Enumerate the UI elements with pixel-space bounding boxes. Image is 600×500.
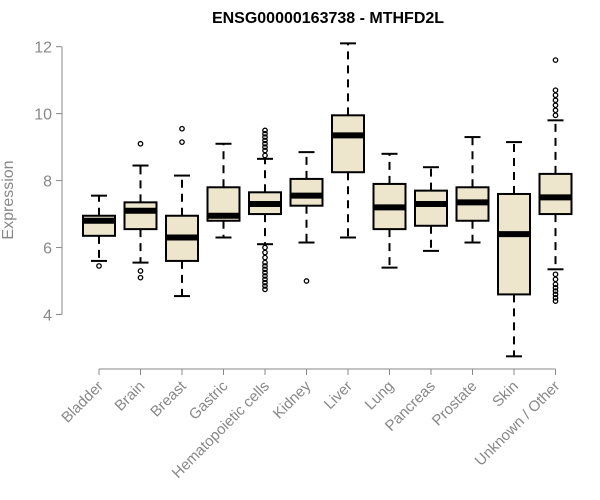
- y-tick-label: 12: [34, 40, 52, 57]
- outlier-point: [262, 127, 268, 134]
- outlier-point: [137, 268, 144, 274]
- outlier-point: [262, 276, 268, 283]
- box-lung: [372, 152, 407, 269]
- outlier-point: [262, 147, 268, 154]
- y-tick-label: 10: [34, 107, 52, 124]
- box-iqr: [414, 189, 448, 227]
- box-hematopoietic-cells: [248, 127, 282, 293]
- x-tick-label: Brain: [112, 378, 149, 415]
- outlier-point: [552, 276, 559, 283]
- box-iqr: [538, 172, 573, 216]
- outlier-point: [262, 130, 268, 137]
- box-iqr: [497, 192, 531, 296]
- outlier-point: [552, 97, 559, 104]
- outlier-point: [262, 263, 268, 269]
- outlier-point: [552, 57, 559, 63]
- x-tick-label: Kidney: [270, 377, 315, 422]
- box-prostate: [455, 136, 490, 244]
- y-tick-label: 4: [43, 307, 52, 324]
- outlier-point: [179, 125, 185, 132]
- outlier-point: [262, 137, 268, 144]
- chart-title: ENSG00000163738 - MTHFD2L: [212, 10, 444, 27]
- outlier-point: [262, 254, 268, 261]
- box-bladder: [82, 194, 116, 269]
- outlier-point: [552, 288, 559, 294]
- x-tick-label: Prostate: [429, 378, 481, 430]
- outlier-point: [552, 271, 559, 278]
- box-unknown-other: [538, 57, 573, 304]
- box-gastric: [206, 142, 241, 239]
- outlier-point: [262, 283, 268, 289]
- boxes-group: [82, 42, 573, 358]
- box-skin: [497, 141, 531, 358]
- y-axis-label: Expression: [0, 160, 17, 239]
- outlier-point: [262, 244, 268, 251]
- box-iqr: [289, 177, 324, 207]
- box-brain: [123, 140, 158, 281]
- outlier-point: [262, 144, 268, 150]
- y-axis: 4 6 8 10 12: [34, 40, 63, 324]
- box-iqr: [123, 201, 158, 231]
- outlier-point: [552, 298, 559, 304]
- outlier-point: [303, 278, 310, 284]
- box-pancreas: [414, 166, 448, 252]
- outlier-point: [552, 281, 559, 288]
- x-tick-label: Bladder: [58, 378, 107, 427]
- outlier-point: [262, 273, 268, 279]
- y-tick-label: 6: [43, 241, 52, 258]
- outlier-point: [179, 139, 185, 145]
- outlier-point: [137, 274, 144, 281]
- x-tick-label: Lung: [362, 378, 398, 414]
- outlier-point: [262, 152, 268, 159]
- outlier-point: [262, 269, 268, 276]
- outlier-point: [262, 286, 268, 293]
- y-tick-label: 8: [43, 174, 52, 191]
- box-breast: [165, 125, 199, 298]
- outlier-point: [262, 249, 268, 256]
- box-liver: [331, 42, 365, 239]
- outlier-point: [96, 263, 102, 269]
- outlier-point: [262, 140, 268, 147]
- x-axis: [98, 368, 556, 375]
- outlier-point: [552, 102, 559, 109]
- outlier-point: [552, 284, 559, 291]
- outlier-point: [552, 92, 559, 99]
- outlier-point: [262, 134, 268, 140]
- outlier-point: [552, 291, 559, 298]
- outlier-point: [552, 112, 559, 119]
- outlier-point: [262, 279, 268, 286]
- x-tick-label: Liver: [321, 378, 356, 413]
- outlier-point: [262, 259, 268, 266]
- x-tick-label: Breast: [147, 377, 190, 420]
- box-iqr: [331, 114, 365, 174]
- outlier-point: [552, 107, 559, 114]
- box-kidney: [289, 151, 324, 284]
- outlier-point: [262, 266, 268, 273]
- outlier-point: [552, 87, 559, 94]
- outlier-point: [552, 294, 559, 301]
- x-tick-label: Skin: [489, 378, 522, 411]
- outlier-point: [137, 140, 144, 147]
